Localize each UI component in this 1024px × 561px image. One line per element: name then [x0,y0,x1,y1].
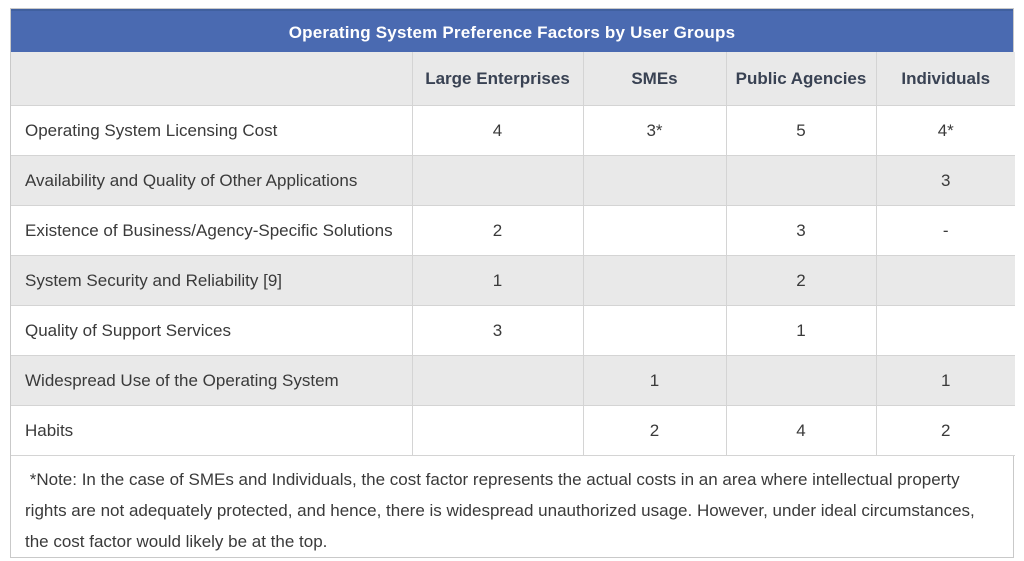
row-label: Availability and Quality of Other Applic… [11,155,413,206]
row-label: Quality of Support Services [11,305,413,356]
cell-value: 5 [725,105,877,156]
row-label: Operating System Licensing Cost [11,105,413,156]
cell-value: 2 [725,255,877,306]
cell-value: 4 [725,405,877,456]
column-header-factors [11,52,413,106]
row-label: System Security and Reliability [9] [11,255,413,306]
column-header-smes: SMEs [582,52,727,106]
table-title: Operating System Preference Factors by U… [288,23,736,42]
preference-table: Large Enterprises SMEs Public Agencies I… [11,52,1015,456]
column-header-public-agencies: Public Agencies [725,52,877,106]
cell-value: 3 [725,205,877,256]
cell-value: 2 [411,205,584,256]
cell-value: 1 [875,355,1015,406]
cell-value: 3* [582,105,727,156]
column-header-individuals: Individuals [875,52,1015,106]
footnote: *Note: In the case of SMEs and Individua… [11,456,1013,557]
table-row: Habits 2 4 2 [11,405,1015,456]
table-row: Availability and Quality of Other Applic… [11,155,1015,206]
cell-value [411,355,584,406]
cell-value [875,255,1015,306]
table-row: Widespread Use of the Operating System 1… [11,355,1015,406]
cell-value [875,305,1015,356]
cell-value: 3 [875,155,1015,206]
cell-value [582,155,727,206]
cell-value: 1 [582,355,727,406]
cell-value: 4* [875,105,1015,156]
column-header-row: Large Enterprises SMEs Public Agencies I… [11,52,1015,106]
cell-value [725,355,877,406]
cell-value [582,255,727,306]
table-row: Operating System Licensing Cost 4 3* 5 4… [11,105,1015,156]
cell-value: 3 [411,305,584,356]
cell-value [411,155,584,206]
cell-value: 2 [582,405,727,456]
column-header-large-enterprises: Large Enterprises [411,52,584,106]
cell-value: 2 [875,405,1015,456]
cell-value [725,155,877,206]
table-row: System Security and Reliability [9] 1 2 [11,255,1015,306]
cell-value: - [875,205,1015,256]
cell-value: 4 [411,105,584,156]
cell-value: 1 [725,305,877,356]
row-label: Existence of Business/Agency-Specific So… [11,205,413,256]
cell-value [582,305,727,356]
row-label: Habits [11,405,413,456]
preference-table-card: Operating System Preference Factors by U… [10,8,1015,558]
row-label: Widespread Use of the Operating System [11,355,413,406]
table-row: Quality of Support Services 3 1 [11,305,1015,356]
cell-value: 1 [411,255,584,306]
table-row: Existence of Business/Agency-Specific So… [11,205,1015,256]
cell-value [411,405,584,456]
table-title-bar: Operating System Preference Factors by U… [11,9,1013,52]
cell-value [582,205,727,256]
